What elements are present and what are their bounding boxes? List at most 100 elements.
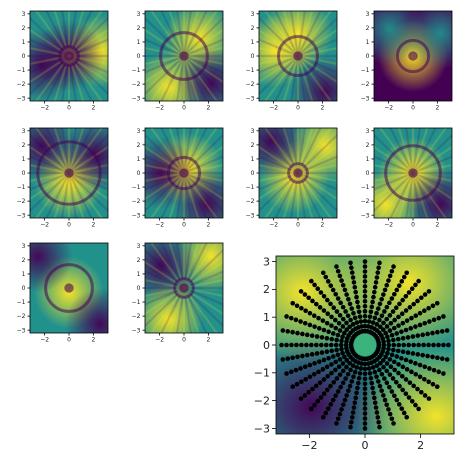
heatmap-field — [145, 243, 223, 333]
sample-point — [340, 334, 345, 340]
ring-feature — [277, 35, 319, 77]
sample-point — [362, 426, 368, 431]
sample-point — [328, 301, 333, 307]
radial-streak — [259, 171, 299, 191]
radial-streak — [378, 172, 414, 218]
sample-point — [399, 329, 404, 335]
sample-point — [396, 370, 401, 376]
sample-point — [386, 346, 391, 352]
sample-point — [318, 395, 324, 400]
sample-point — [362, 401, 368, 406]
sample-point — [350, 322, 356, 327]
sample-point — [324, 320, 330, 326]
sample-point — [399, 373, 405, 379]
x-tick-label: 0 — [182, 222, 186, 229]
radial-streak — [296, 128, 314, 174]
radial-streak — [183, 171, 223, 191]
sample-point — [416, 278, 421, 284]
sample-point — [404, 318, 410, 323]
y-tick-label: −2 — [17, 198, 26, 205]
sample-point — [384, 304, 390, 310]
sample-point — [318, 342, 324, 348]
sample-point — [351, 310, 356, 316]
sample-point — [315, 399, 321, 404]
center-feature — [179, 168, 189, 178]
radial-streak — [183, 172, 223, 201]
heatmap-field — [374, 11, 452, 101]
sample-point — [396, 323, 401, 328]
radial-streak — [183, 243, 219, 289]
sample-point — [284, 314, 289, 319]
sample-point — [380, 358, 386, 363]
radial-streak — [297, 163, 337, 175]
sample-point — [400, 335, 406, 341]
radial-streak — [68, 55, 108, 84]
sample-point — [384, 282, 390, 288]
sample-point — [316, 359, 322, 364]
x-tick-label: 2 — [320, 105, 324, 112]
sample-point — [379, 313, 385, 319]
radial-streak — [68, 172, 104, 218]
x-tick-label: 2 — [91, 105, 95, 112]
heatmap-field — [259, 128, 337, 218]
heatmap-panel-6: −2 0 2 −3 −2 −1 0 1 2 3 — [132, 127, 224, 229]
radial-streak — [176, 243, 186, 289]
center-feature — [179, 51, 189, 61]
y-tick-label: −3 — [246, 212, 255, 219]
sample-point — [372, 315, 378, 321]
radial-streak — [412, 171, 452, 183]
sample-point — [353, 395, 358, 401]
sample-point — [403, 327, 409, 333]
y-tick-label: 3 — [251, 128, 255, 135]
sample-point — [339, 407, 344, 412]
y-tick-label: 3 — [366, 11, 370, 18]
radial-streak — [145, 163, 185, 175]
y-tick-label: −1 — [132, 67, 141, 74]
radial-streak — [282, 128, 300, 174]
sample-point — [394, 331, 400, 336]
sample-point — [309, 352, 315, 357]
radial-streak — [297, 28, 337, 57]
sample-point — [339, 338, 344, 344]
sample-point — [323, 274, 329, 280]
radial-streak — [259, 155, 299, 175]
sample-point — [337, 411, 343, 417]
radial-streak — [34, 55, 70, 101]
sample-point — [372, 395, 377, 401]
radial-streak — [397, 172, 415, 218]
sample-point — [387, 372, 393, 377]
sample-point — [420, 352, 426, 358]
sample-point — [312, 402, 317, 408]
x-tick-label: −2 — [40, 105, 49, 112]
sample-point — [307, 362, 313, 368]
y-tick-label: −3 — [17, 95, 26, 102]
sample-point — [426, 289, 432, 294]
sample-point — [284, 342, 289, 348]
sample-point — [384, 402, 390, 408]
radial-streak — [297, 54, 337, 66]
sample-point — [317, 380, 323, 385]
sample-point — [290, 384, 296, 390]
sample-point — [343, 376, 348, 381]
radial-streak — [145, 287, 185, 316]
heatmap-field — [30, 128, 108, 218]
radial-streak — [296, 55, 306, 101]
sample-point — [393, 305, 399, 311]
sample-point — [347, 301, 353, 307]
y-tick-label: 2 — [22, 257, 26, 264]
sample-point — [348, 260, 353, 266]
radial-streak — [297, 133, 337, 174]
y-tick-label: 3 — [22, 243, 26, 250]
sample-point — [288, 369, 294, 375]
center-feature — [64, 168, 74, 178]
radial-streak — [160, 55, 185, 101]
heatmap-field — [259, 11, 337, 101]
sample-point — [370, 320, 376, 325]
y-tick-label: −1 — [17, 67, 26, 74]
sample-point — [401, 342, 407, 348]
y-tick-label: −1 — [254, 367, 270, 380]
sample-point — [284, 371, 289, 376]
sample-point — [362, 313, 368, 319]
x-tick-label: −2 — [155, 337, 164, 344]
radial-streak — [183, 54, 223, 66]
